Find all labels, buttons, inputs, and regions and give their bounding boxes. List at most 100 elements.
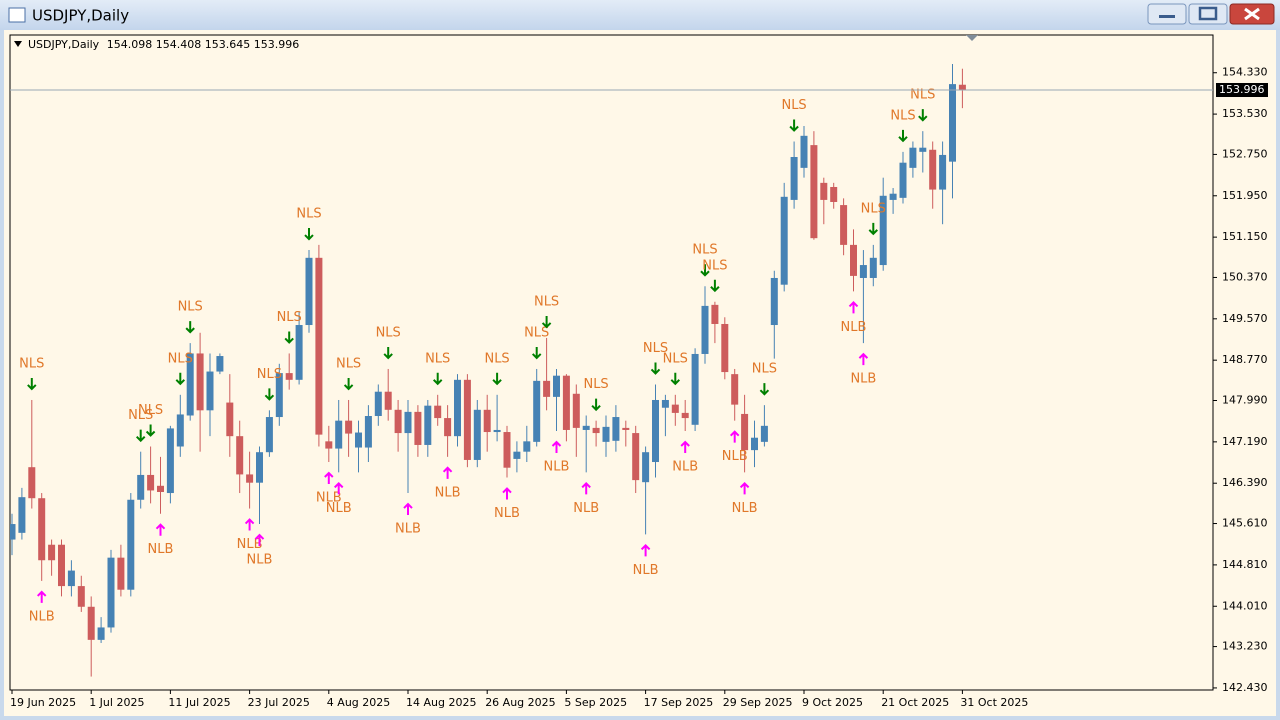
candle-body: [10, 524, 16, 540]
header-symbol: USDJPY,Daily: [28, 38, 100, 51]
candle-body: [770, 277, 778, 326]
candle-body: [355, 432, 362, 448]
sell-arrow: [185, 321, 195, 334]
y-tick-label: 154.330: [1222, 66, 1268, 79]
x-tick-label: 14 Aug 2025: [406, 696, 476, 709]
buy-label: NLB: [395, 522, 421, 537]
buy-label: NLB: [633, 563, 659, 578]
candle-body: [335, 420, 343, 449]
sell-label: NLS: [583, 377, 608, 392]
plot-border: [9, 34, 1214, 691]
candle-body: [572, 393, 580, 428]
candle-body: [473, 409, 481, 460]
buy-label: NLB: [316, 491, 342, 506]
candle-body: [414, 411, 422, 445]
sell-label: NLS: [752, 362, 777, 377]
buy-arrow: [739, 481, 750, 495]
y-tick-label: 149.570: [1222, 312, 1268, 325]
sell-label: NLS: [138, 403, 163, 418]
candle-body: [939, 154, 947, 190]
candle-body: [77, 586, 85, 607]
sell-arrow: [650, 362, 661, 375]
buy-arrow: [502, 487, 512, 500]
x-tick-label: 1 Jul 2025: [89, 696, 144, 709]
candle-body: [820, 182, 828, 200]
chart-background: [4, 30, 1276, 716]
price-tag: [1216, 83, 1268, 98]
candle-body: [463, 379, 471, 460]
candle-body: [958, 84, 966, 91]
candle-body: [216, 356, 224, 372]
window-title: USDJPY,Daily: [32, 7, 129, 25]
candle-body: [830, 186, 838, 202]
minimize-button[interactable]: [1147, 3, 1187, 25]
candle-body: [444, 418, 452, 437]
candle-body: [741, 413, 749, 451]
candle-body: [869, 257, 877, 278]
candle-body: [493, 429, 501, 433]
y-tick-label: 152.750: [1222, 147, 1268, 160]
candle-body: [790, 157, 798, 200]
candle-body: [859, 265, 867, 278]
y-tick-label: 153.530: [1222, 107, 1268, 120]
sell-arrow: [343, 377, 354, 391]
sell-arrow: [918, 109, 928, 122]
buy-label: NLB: [544, 459, 570, 474]
x-tick-label: 29 Sep 2025: [723, 696, 793, 709]
sell-arrow: [175, 372, 186, 386]
candle-body: [28, 467, 36, 499]
buy-label: NLB: [326, 501, 352, 516]
candle-body: [117, 557, 125, 590]
sell-label: NLS: [643, 341, 668, 356]
buy-arrow: [155, 523, 166, 536]
buy-label: NLB: [435, 485, 461, 500]
sell-arrow: [492, 372, 502, 386]
sell-label: NLS: [257, 367, 282, 382]
sell-arrow: [898, 129, 908, 143]
candle-body: [107, 557, 115, 628]
candle-body: [889, 193, 897, 200]
sell-arrow: [284, 331, 294, 344]
buy-label: NLB: [29, 609, 55, 624]
buy-label: NLB: [494, 506, 520, 521]
sell-label: NLS: [692, 243, 717, 258]
maximize-button[interactable]: [1188, 3, 1228, 25]
close-button[interactable]: [1229, 3, 1275, 25]
sell-label: NLS: [128, 408, 153, 423]
candle-body: [285, 373, 293, 380]
candle-body: [483, 409, 491, 433]
candle-body: [97, 627, 105, 640]
sell-arrow: [432, 372, 443, 386]
candle-body: [404, 411, 412, 434]
x-tick-label: 21 Oct 2025: [881, 696, 949, 709]
sell-arrow: [670, 372, 681, 386]
sell-label: NLS: [168, 351, 193, 366]
buy-label: NLB: [672, 459, 698, 474]
candle-body: [840, 205, 848, 245]
y-tick-label: 144.810: [1222, 558, 1268, 571]
y-tick-label: 151.150: [1222, 230, 1268, 243]
header-close: 153.996: [254, 38, 300, 51]
candle-body: [553, 375, 560, 397]
buy-arrow: [403, 502, 413, 516]
x-tick-label: 31 Oct 2025: [960, 696, 1028, 709]
candle-body: [265, 417, 273, 453]
candle-body: [295, 325, 303, 380]
candle-body: [305, 257, 313, 326]
sell-label: NLS: [702, 258, 727, 273]
candle-body: [513, 451, 521, 459]
buy-arrow: [324, 471, 334, 485]
candle-body: [166, 428, 174, 494]
candle-body: [721, 323, 729, 373]
sell-label: NLS: [524, 325, 549, 340]
candle-body: [315, 257, 323, 435]
scroll-marker: [966, 35, 978, 41]
buy-arrow: [442, 466, 453, 479]
buy-arrow: [244, 518, 255, 531]
candle-body: [454, 379, 461, 437]
candle-body: [652, 399, 659, 463]
sell-arrow: [789, 119, 799, 132]
sell-arrow: [264, 388, 275, 401]
candle-body: [374, 391, 382, 417]
